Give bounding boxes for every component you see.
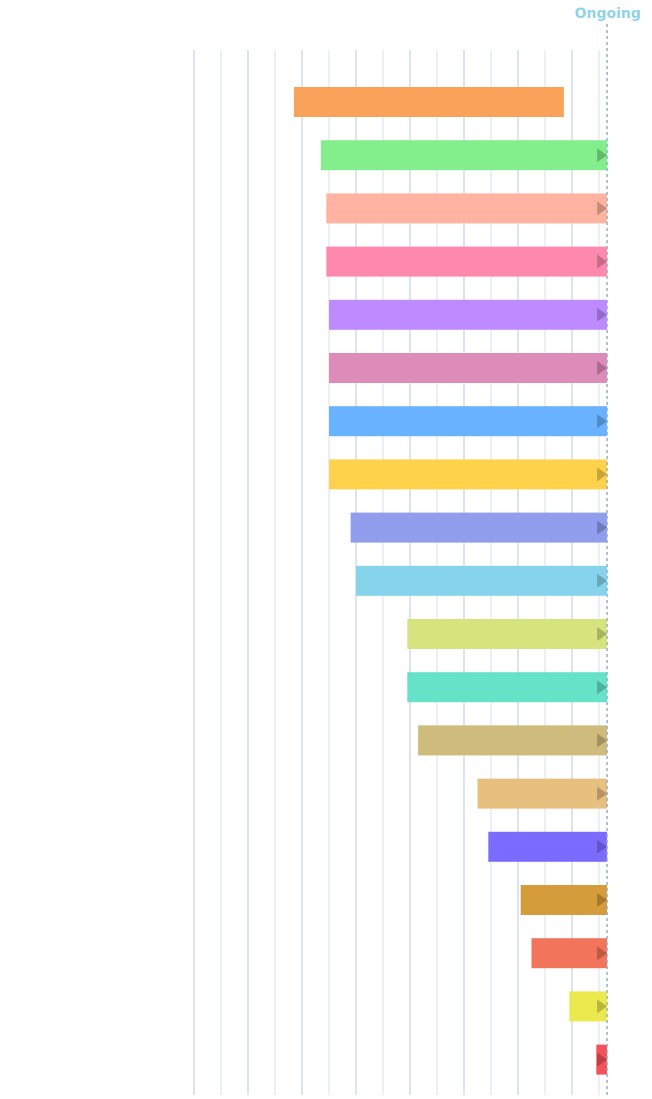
timeline-bar <box>356 565 608 596</box>
timeline-bar <box>350 512 608 543</box>
timeline-bar <box>407 672 608 703</box>
timeline-bar <box>293 87 564 117</box>
timeline-bar <box>329 299 608 330</box>
ongoing-arrow-icon <box>597 1052 608 1067</box>
bars <box>293 87 608 1075</box>
timeline-bar <box>596 1044 608 1075</box>
ongoing-arrow-icon <box>597 467 608 482</box>
ongoing-arrow-icon <box>597 201 608 216</box>
ongoing-arrow-icon <box>597 893 608 907</box>
ongoing-arrow-icon <box>597 999 608 1014</box>
ongoing-arrow-icon <box>597 839 608 854</box>
timeline-bar <box>418 725 608 756</box>
timeline-bar <box>329 406 608 437</box>
ongoing-arrow-icon <box>597 627 608 641</box>
timeline-bar <box>326 246 608 277</box>
timeline-bar <box>326 193 608 224</box>
ongoing-arrow-icon <box>597 786 608 801</box>
ongoing-arrow-icon <box>597 307 608 322</box>
ongoing-arrow-icon <box>597 254 608 269</box>
ongoing-arrow-icon <box>597 733 608 748</box>
timeline-bar <box>320 140 608 171</box>
ongoing-arrow-icon <box>597 414 608 429</box>
ongoing-arrow-icon <box>597 520 608 535</box>
ongoing-arrow-icon <box>597 361 608 375</box>
timeline-bar <box>329 459 608 490</box>
timeline-bar <box>407 619 608 649</box>
timeline-bar <box>329 353 608 383</box>
ongoing-arrow-icon <box>597 680 608 695</box>
timeline-bar <box>488 831 608 862</box>
timeline-bar <box>569 991 608 1022</box>
ongoing-label: Ongoing <box>575 6 641 22</box>
timeline-bar <box>531 938 608 969</box>
timeline-bar <box>477 778 608 809</box>
ongoing-arrow-icon <box>597 573 608 588</box>
timeline-bar <box>520 885 608 915</box>
ongoing-arrow-icon <box>597 148 608 163</box>
ongoing-arrow-icon <box>597 946 608 961</box>
